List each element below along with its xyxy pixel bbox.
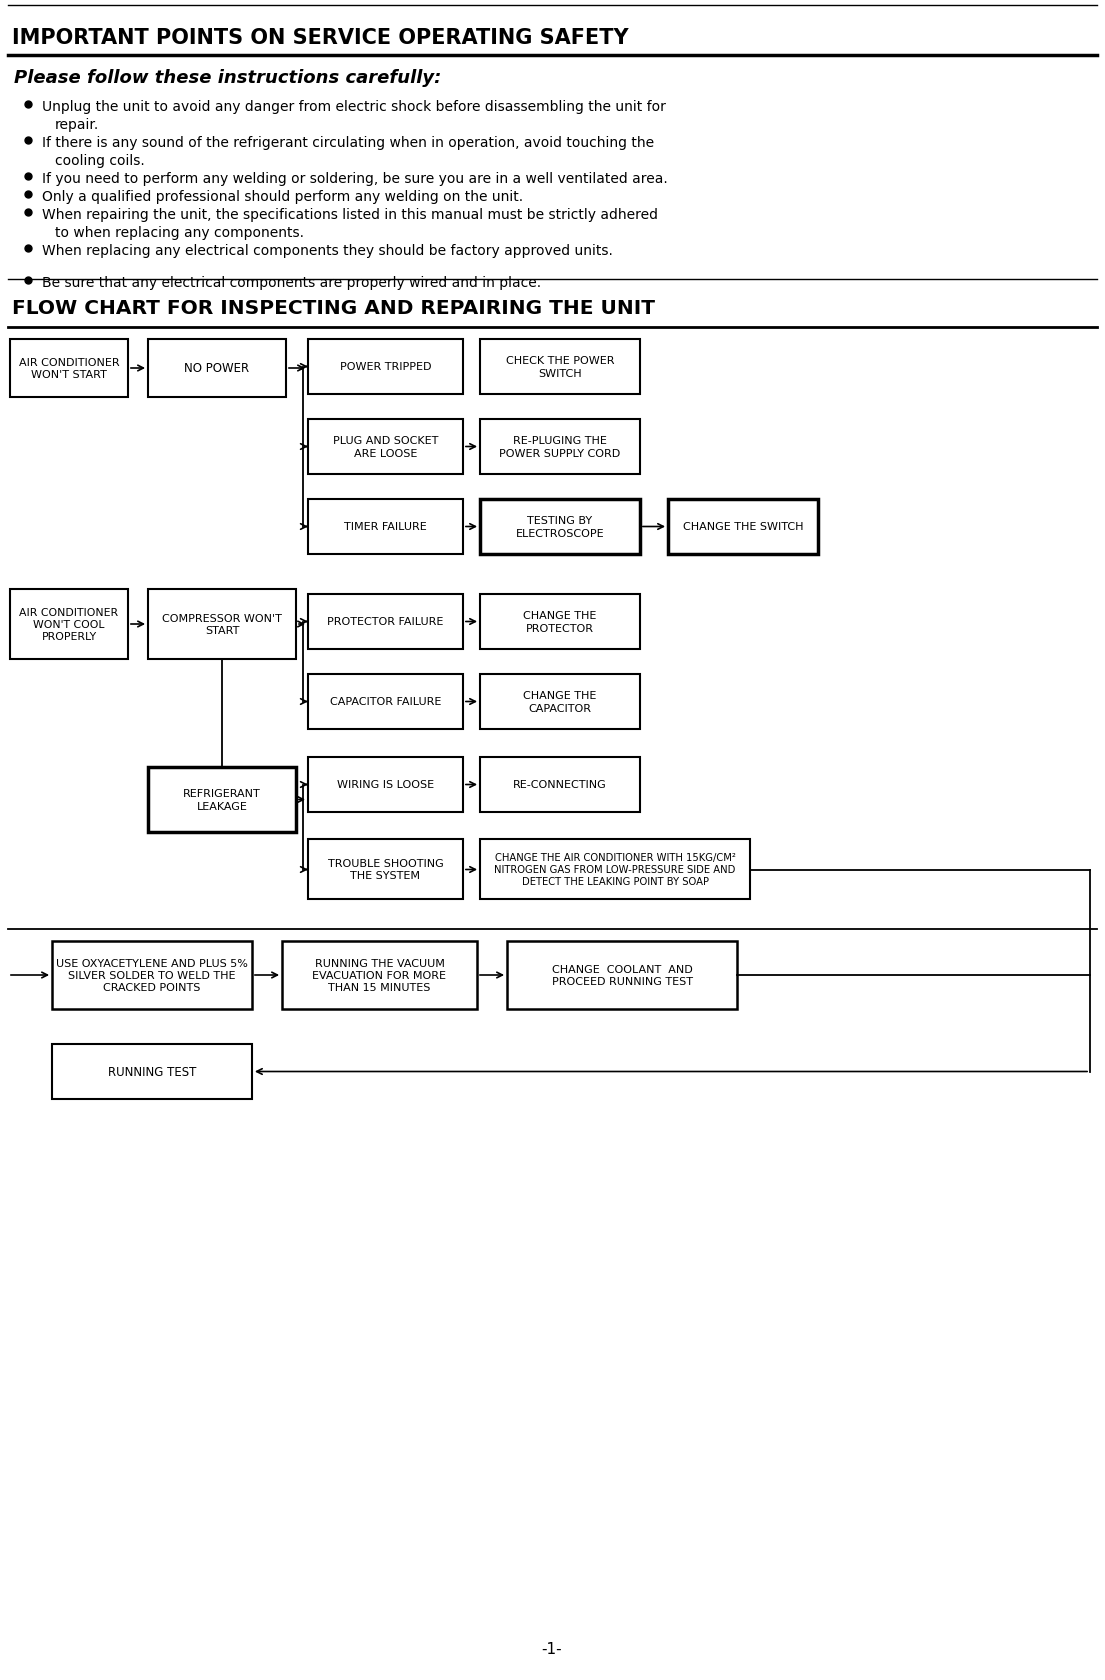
Text: AIR CONDITIONER
WON'T START: AIR CONDITIONER WON'T START [19, 358, 119, 380]
Text: Be sure that any electrical components are properly wired and in place.: Be sure that any electrical components a… [42, 276, 541, 291]
Text: Only a qualified professional should perform any welding on the unit.: Only a qualified professional should per… [42, 190, 523, 203]
Text: RE-CONNECTING: RE-CONNECTING [513, 780, 607, 790]
Text: USE OXYACETYLENE AND PLUS 5%
SILVER SOLDER TO WELD THE
CRACKED POINTS: USE OXYACETYLENE AND PLUS 5% SILVER SOLD… [56, 958, 248, 993]
Bar [308, 675, 463, 729]
Bar [480, 675, 640, 729]
Text: COMPRESSOR WON'T
START: COMPRESSOR WON'T START [162, 613, 282, 635]
Text: CAPACITOR FAILURE: CAPACITOR FAILURE [329, 697, 441, 707]
Text: TIMER FAILURE: TIMER FAILURE [344, 522, 427, 533]
Bar [148, 768, 296, 833]
Text: -1-: -1- [541, 1641, 562, 1656]
Text: PLUG AND SOCKET
ARE LOOSE: PLUG AND SOCKET ARE LOOSE [333, 437, 439, 459]
Text: CHECK THE POWER
SWITCH: CHECK THE POWER SWITCH [506, 356, 614, 378]
Bar [52, 1045, 252, 1099]
Bar [10, 339, 128, 398]
Bar [480, 840, 750, 899]
Text: Please follow these instructions carefully:: Please follow these instructions careful… [14, 69, 441, 87]
Bar [52, 941, 252, 1010]
Text: Unplug the unit to avoid any danger from electric shock before disassembling the: Unplug the unit to avoid any danger from… [42, 99, 666, 114]
Text: If you need to perform any welding or soldering, be sure you are in a well venti: If you need to perform any welding or so… [42, 171, 667, 186]
Text: to when replacing any components.: to when replacing any components. [55, 225, 304, 240]
Bar [308, 420, 463, 475]
Bar [308, 339, 463, 395]
Text: REFRIGERANT
LEAKAGE: REFRIGERANT LEAKAGE [183, 790, 261, 811]
Text: RE-PLUGING THE
POWER SUPPLY CORD: RE-PLUGING THE POWER SUPPLY CORD [499, 437, 621, 459]
Text: IMPORTANT POINTS ON SERVICE OPERATING SAFETY: IMPORTANT POINTS ON SERVICE OPERATING SA… [12, 29, 629, 49]
Text: CHANGE THE AIR CONDITIONER WITH 15KG/CM²
NITROGEN GAS FROM LOW-PRESSURE SIDE AND: CHANGE THE AIR CONDITIONER WITH 15KG/CM²… [494, 852, 736, 887]
Bar [148, 590, 296, 660]
Bar [308, 758, 463, 813]
Text: repair.: repair. [55, 118, 99, 133]
Text: PROTECTOR FAILURE: PROTECTOR FAILURE [327, 617, 444, 627]
Text: cooling coils.: cooling coils. [55, 155, 145, 168]
Text: CHANGE THE
PROTECTOR: CHANGE THE PROTECTOR [524, 612, 597, 633]
Text: RUNNING THE VACUUM
EVACUATION FOR MORE
THAN 15 MINUTES: RUNNING THE VACUUM EVACUATION FOR MORE T… [313, 958, 446, 993]
Bar [10, 590, 128, 660]
Bar [308, 840, 463, 899]
Bar [480, 339, 640, 395]
Text: FLOW CHART FOR INSPECTING AND REPAIRING THE UNIT: FLOW CHART FOR INSPECTING AND REPAIRING … [12, 299, 655, 318]
Bar [480, 758, 640, 813]
Bar [507, 941, 737, 1010]
Text: TROUBLE SHOOTING
THE SYSTEM: TROUBLE SHOOTING THE SYSTEM [327, 858, 443, 880]
Bar [148, 339, 286, 398]
Bar [308, 499, 463, 554]
Bar [308, 595, 463, 650]
Bar [480, 499, 640, 554]
Text: WIRING IS LOOSE: WIRING IS LOOSE [337, 780, 434, 790]
Text: AIR CONDITIONER
WON'T COOL
PROPERLY: AIR CONDITIONER WON'T COOL PROPERLY [20, 606, 118, 642]
Text: CHANGE THE SWITCH: CHANGE THE SWITCH [683, 522, 803, 533]
Text: CHANGE THE
CAPACITOR: CHANGE THE CAPACITOR [524, 690, 597, 714]
Bar [282, 941, 477, 1010]
Text: When replacing any electrical components they should be factory approved units.: When replacing any electrical components… [42, 244, 613, 257]
Text: If there is any sound of the refrigerant circulating when in operation, avoid to: If there is any sound of the refrigerant… [42, 136, 654, 150]
Text: TESTING BY
ELECTROSCOPE: TESTING BY ELECTROSCOPE [516, 516, 604, 538]
Text: NO POWER: NO POWER [185, 363, 250, 375]
Bar [480, 420, 640, 475]
Bar [669, 499, 818, 554]
Bar [480, 595, 640, 650]
Text: CHANGE  COOLANT  AND
PROCEED RUNNING TEST: CHANGE COOLANT AND PROCEED RUNNING TEST [551, 964, 693, 986]
Text: RUNNING TEST: RUNNING TEST [108, 1065, 197, 1079]
Text: POWER TRIPPED: POWER TRIPPED [339, 363, 431, 373]
Text: When repairing the unit, the specifications listed in this manual must be strict: When repairing the unit, the specificati… [42, 208, 657, 222]
